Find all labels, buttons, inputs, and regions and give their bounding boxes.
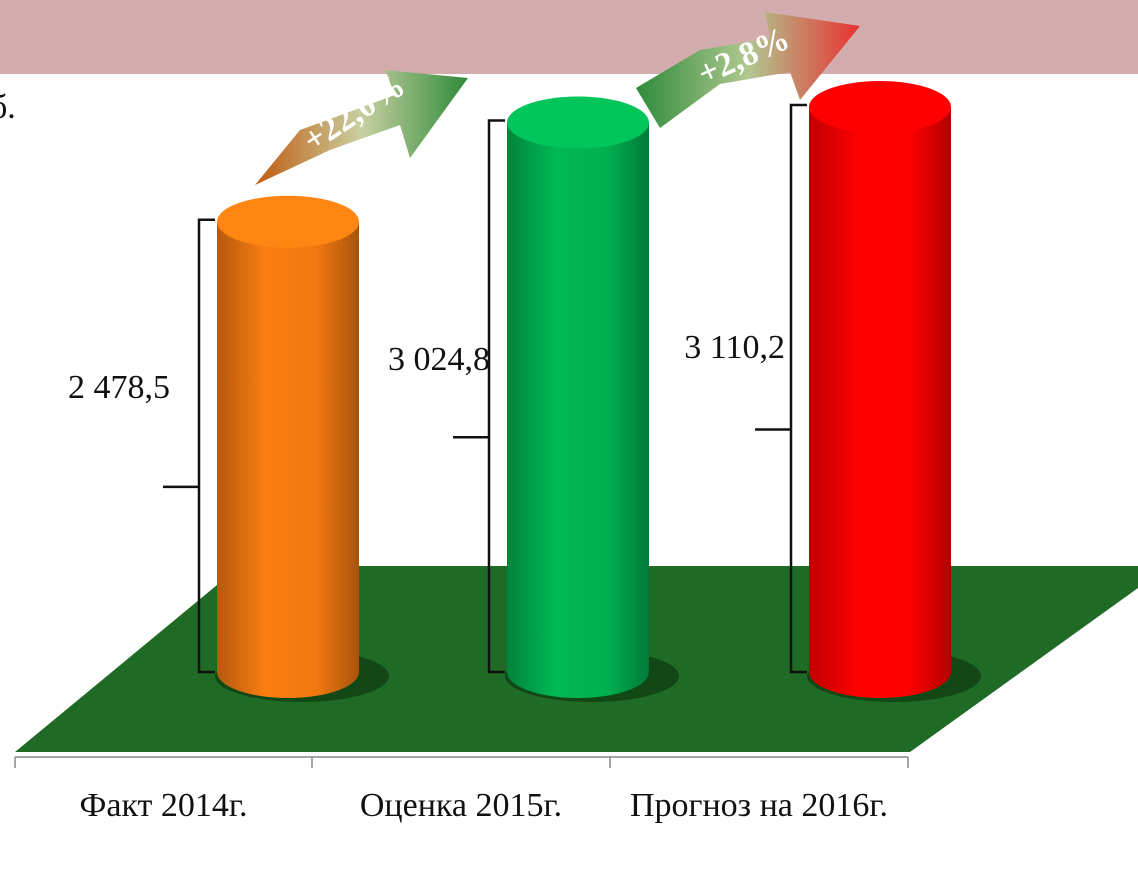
x-tick-label: Оценка 2015г.	[360, 787, 562, 824]
bar	[809, 107, 951, 672]
unit-fragment: б.	[0, 89, 16, 126]
value-label: 3 024,8	[388, 341, 490, 378]
cylinder-top	[809, 81, 951, 133]
bar	[217, 221, 359, 673]
bars	[163, 81, 981, 702]
bracket	[163, 218, 215, 674]
bracket	[755, 103, 807, 674]
cylinder-top	[217, 195, 359, 248]
header-band	[0, 0, 1138, 74]
growth-arrow	[255, 70, 468, 185]
growth-arrow	[636, 12, 860, 128]
x-tick-label: Прогноз на 2016г.	[630, 787, 888, 824]
value-label: 2 478,5	[68, 369, 170, 406]
cylinder-top	[507, 96, 649, 149]
bar	[507, 122, 649, 672]
x-tick-label: Факт 2014г.	[80, 787, 248, 824]
bracket	[453, 119, 505, 674]
value-label: 3 110,2	[684, 329, 785, 366]
